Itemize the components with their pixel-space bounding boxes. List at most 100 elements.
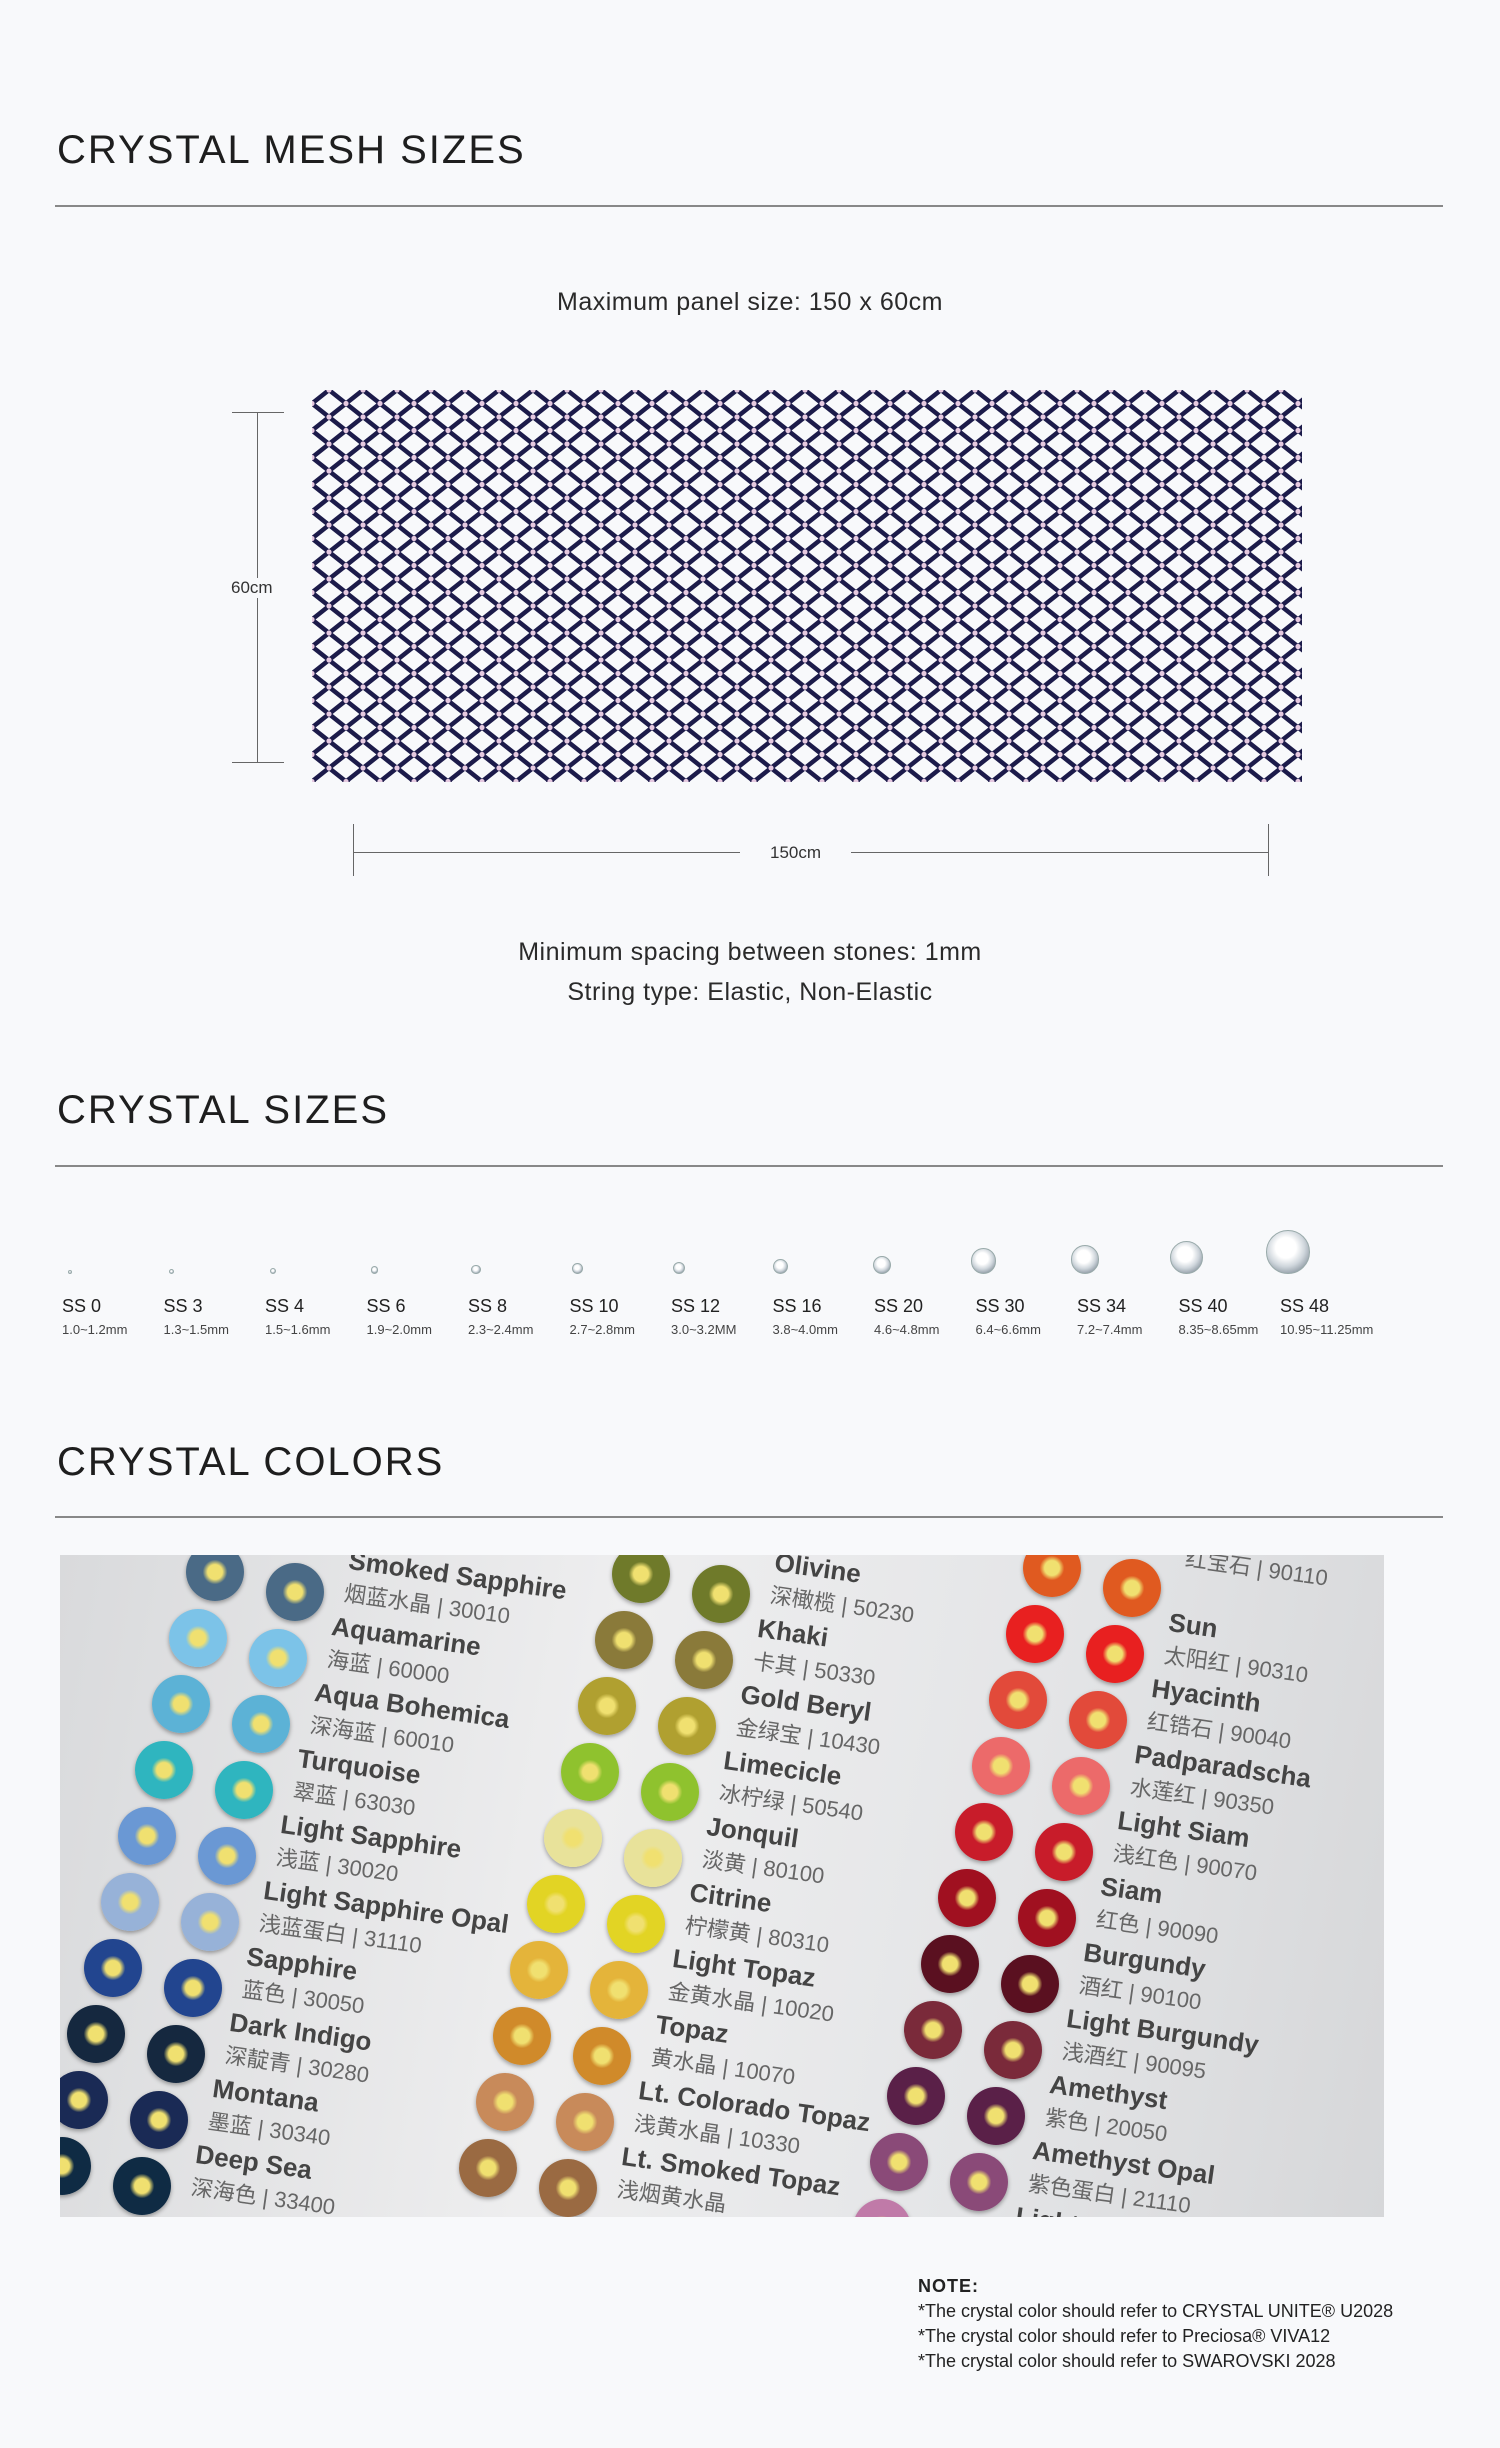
crystal-stone xyxy=(266,1563,324,1621)
max-panel-size: Maximum panel size: 150 x 60cm xyxy=(557,288,943,316)
crystal-size-item: SS 30 6.4~6.6mm xyxy=(970,1200,1074,1350)
crystal-stone xyxy=(130,2091,188,2149)
crystal-stone xyxy=(113,2157,171,2215)
crystal-stone xyxy=(459,2139,517,2197)
crystal-stone xyxy=(60,2137,91,2195)
crystal-stone xyxy=(595,1611,653,1669)
color-code: 红宝石 | 90110 xyxy=(1183,1555,1330,1591)
color-label: Turquoise 翠蓝 | 63030 xyxy=(291,1743,423,1823)
crystal-icon xyxy=(370,1266,379,1274)
crystal-size-item: SS 0 1.0~1.2mm xyxy=(60,1200,160,1350)
size-mm: 1.5~1.6mm xyxy=(265,1322,331,1337)
crystal-size-item: SS 48 10.95~11.25mm xyxy=(1266,1200,1378,1350)
crystal-stone xyxy=(60,2071,108,2129)
min-spacing: Minimum spacing between stones: 1mm xyxy=(518,938,982,966)
crystal-stone xyxy=(164,1959,222,2017)
crystal-stone xyxy=(573,2027,631,2085)
color-label: Jonquil 淡黄 | 80100 xyxy=(700,1811,831,1891)
crystal-stone xyxy=(232,1695,290,1753)
color-label: Burgundy 酒红 | 90100 xyxy=(1077,1937,1208,2017)
dimension-tick xyxy=(353,824,354,876)
crystal-stone xyxy=(539,2159,597,2217)
crystal-stone xyxy=(476,2073,534,2131)
size-name: SS 20 xyxy=(874,1296,924,1316)
crystal-stone xyxy=(544,1809,602,1867)
crystal-size-item: SS 4 1.5~1.6mm xyxy=(263,1200,363,1350)
crystal-size-item: SS 20 4.6~4.8mm xyxy=(872,1200,972,1350)
divider xyxy=(55,1516,1443,1518)
crystal-stone xyxy=(556,2093,614,2151)
crystal-stone xyxy=(1023,1555,1081,1597)
crystal-stone xyxy=(984,2021,1042,2079)
size-mm: 2.7~2.8mm xyxy=(569,1322,635,1337)
crystal-stone xyxy=(938,1869,996,1927)
crystal-stone xyxy=(181,1893,239,1951)
crystal-stone xyxy=(1035,1823,1093,1881)
crystal-stone xyxy=(1006,1605,1064,1663)
crystal-stone xyxy=(510,1941,568,1999)
size-name: SS 0 xyxy=(62,1296,102,1316)
dimension-tick xyxy=(1268,824,1269,876)
color-label: Amethyst Opal 紫色蛋白 | 21110 xyxy=(1026,2135,1217,2217)
crystal-stone xyxy=(1103,1559,1161,1617)
crystal-size-item: SS 34 7.2~7.4mm xyxy=(1070,1200,1175,1350)
note-line: *The crystal color should refer to SWARO… xyxy=(918,2351,1336,2371)
divider xyxy=(55,205,1443,207)
crystal-stone xyxy=(1086,1625,1144,1683)
crystal-stone xyxy=(578,1677,636,1735)
note-line: *The crystal color should refer to Preci… xyxy=(918,2326,1331,2346)
crystal-icon xyxy=(471,1264,481,1274)
crystal-icon xyxy=(872,1255,892,1274)
crystal-stone xyxy=(135,1741,193,1799)
crystal-stone xyxy=(118,1807,176,1865)
crystal-icon xyxy=(1070,1245,1100,1274)
size-name: SS 48 xyxy=(1280,1296,1330,1316)
crystal-icon xyxy=(168,1268,175,1274)
crystal-size-list: SS 0 1.0~1.2mm SS 3 1.3~1.5mm SS 4 1.5~1… xyxy=(0,1200,1500,1350)
crystal-stone xyxy=(169,1609,227,1667)
size-mm: 1.0~1.2mm xyxy=(62,1322,128,1337)
crystal-icon xyxy=(270,1268,276,1274)
color-label: Amethyst 紫色 | 20050 xyxy=(1043,2069,1174,2149)
note: NOTE: *The crystal color should refer to… xyxy=(918,2274,1393,2374)
crystal-stone xyxy=(989,1671,1047,1729)
crystal-icon xyxy=(772,1258,789,1274)
crystal-stone xyxy=(967,2087,1025,2145)
size-mm: 1.9~2.0mm xyxy=(366,1322,432,1337)
crystal-size-item: SS 8 2.3~2.4mm xyxy=(466,1200,566,1350)
size-name: SS 4 xyxy=(265,1296,305,1316)
size-name: SS 16 xyxy=(772,1296,822,1316)
crystal-stone xyxy=(493,2007,551,2065)
height-label: 60cm xyxy=(225,578,279,598)
divider xyxy=(55,1165,1443,1167)
crystal-stone xyxy=(607,1895,665,1953)
crystal-icon xyxy=(68,1270,72,1274)
crystal-stone xyxy=(186,1555,244,1601)
crystal-size-item: SS 3 1.3~1.5mm xyxy=(162,1200,262,1350)
crystal-stone xyxy=(675,1631,733,1689)
size-mm: 6.4~6.6mm xyxy=(975,1322,1041,1337)
crystal-stone xyxy=(692,1565,750,1623)
size-name: SS 34 xyxy=(1077,1296,1127,1316)
crystal-stone xyxy=(1052,1757,1110,1815)
crystal-icon xyxy=(572,1263,583,1274)
color-label: 红宝石 | 90110 xyxy=(1184,1555,1331,1593)
size-name: SS 3 xyxy=(163,1296,203,1316)
size-mm: 8.35~8.65mm xyxy=(1178,1322,1259,1337)
crystal-stone xyxy=(215,1761,273,1819)
color-label: Sapphire 蓝色 | 30050 xyxy=(240,1941,371,2021)
note-line: *The crystal color should refer to CRYST… xyxy=(918,2301,1394,2321)
size-mm: 4.6~4.8mm xyxy=(874,1322,940,1337)
crystal-icon xyxy=(970,1248,997,1274)
size-name: SS 10 xyxy=(569,1296,619,1316)
crystal-stone xyxy=(527,1875,585,1933)
section-title-crystal-colors: CRYSTAL COLORS xyxy=(57,1440,445,1484)
crystal-stone xyxy=(641,1763,699,1821)
crystal-stone xyxy=(561,1743,619,1801)
section-title-mesh-sizes: CRYSTAL MESH SIZES xyxy=(57,128,526,172)
dimension-tick xyxy=(232,762,284,763)
crystal-stone xyxy=(67,2005,125,2063)
crystal-stone xyxy=(921,1935,979,1993)
width-label: 150cm xyxy=(740,843,852,863)
section-title-crystal-sizes: CRYSTAL SIZES xyxy=(57,1088,390,1132)
